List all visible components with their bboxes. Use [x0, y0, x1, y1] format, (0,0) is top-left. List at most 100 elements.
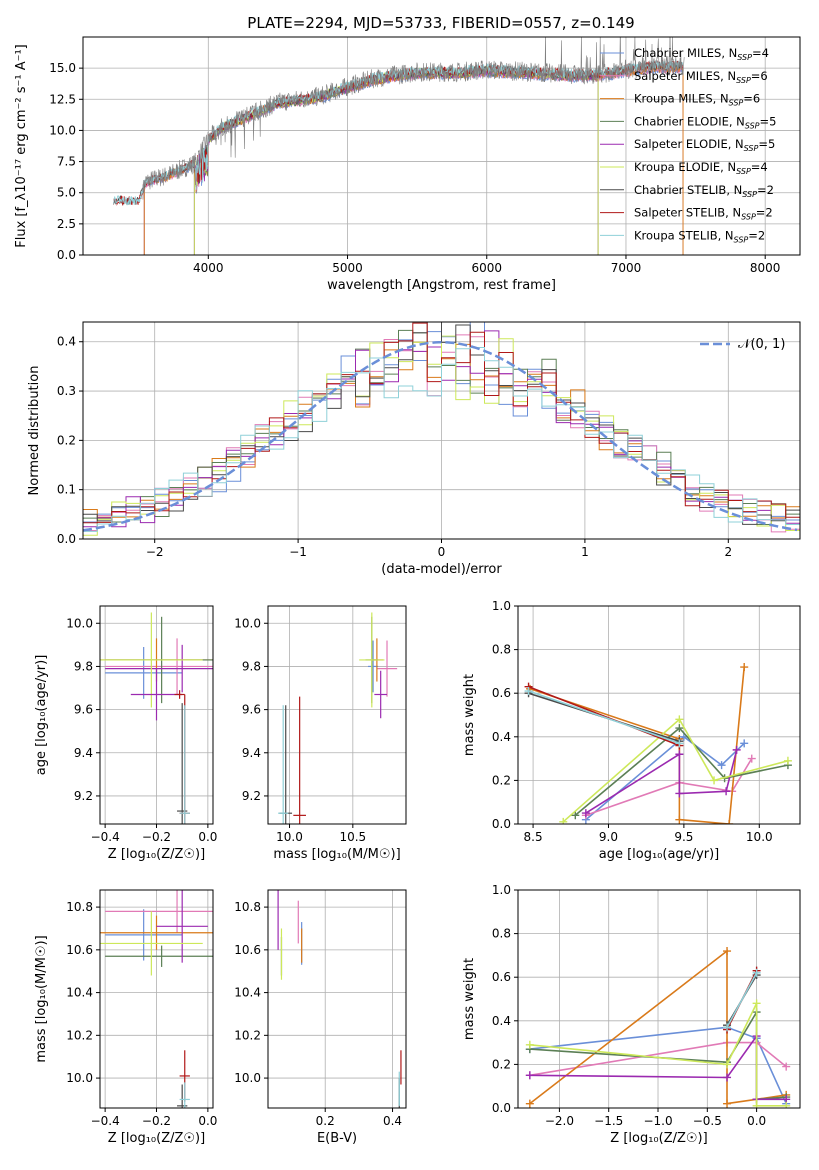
x-tick-label: −1	[289, 545, 307, 559]
y-tick-label: 0.6	[492, 970, 511, 984]
plot-area	[525, 947, 791, 1108]
y-axis-label: Flux [f_λ10⁻¹⁷ erg cm⁻² s⁻¹ A⁻¹]	[14, 44, 29, 248]
y-tick-label: 10.2	[66, 1028, 93, 1042]
y-tick-label: 10.0	[66, 616, 93, 630]
y-tick-label: 1.0	[492, 883, 511, 897]
y-tick-label: 10.8	[234, 900, 261, 914]
x-tick-label: 1	[581, 545, 589, 559]
legend-entry: Kroupa MILES, NSSP=6	[634, 92, 760, 108]
y-tick-label: 9.8	[74, 659, 93, 673]
axes-frame	[99, 605, 214, 825]
axes-frame	[517, 889, 801, 1109]
weight-point-marker	[723, 1073, 732, 1082]
x-tick-label: 0.0	[198, 830, 217, 844]
y-tick-label: 15.0	[49, 61, 76, 75]
weight-line	[726, 972, 758, 1028]
y-tick-label: 2.5	[57, 217, 76, 231]
y-axis-label: age [log₁₀(age/yr)]	[34, 655, 49, 776]
spectrum-panel: 4000 5000 6000 7000 8000 0.0 2.5 5.0 7.5 10.0 12.5…	[14, 36, 801, 293]
y-tick-label: 0.0	[57, 248, 76, 262]
y-tick-label: 0.0	[492, 817, 511, 831]
plot-area	[100, 612, 213, 824]
axes-frame	[517, 605, 801, 825]
x-tick-label: 8000	[750, 261, 781, 275]
x-tick-label: 7000	[611, 261, 642, 275]
x-tick-label: 6000	[471, 261, 502, 275]
legend-entry: Chabrier STELIB, NSSP=2	[634, 183, 774, 199]
y-tick-label: 0.8	[492, 643, 511, 657]
y-tick-label: 9.2	[242, 789, 261, 803]
x-tick-label: 10.5	[339, 830, 366, 844]
weight-point-marker	[723, 1060, 732, 1069]
x-tick-label: 8.5	[524, 830, 543, 844]
legend-entry: Salpeter ELODIE, NSSP=5	[634, 137, 775, 153]
y-tick-label: 9.4	[74, 746, 93, 760]
weight-point-marker	[524, 687, 533, 696]
weight-point-marker	[783, 756, 792, 765]
x-tick-label: −2	[146, 545, 164, 559]
y-tick-label: 5.0	[57, 186, 76, 200]
legend: Chabrier MILES, NSSP=4 Salpeter MILES, NS…	[600, 46, 776, 244]
weight-line	[528, 685, 680, 747]
weight-point-marker	[722, 787, 731, 796]
y-tick-label: 0.1	[57, 483, 76, 497]
x-tick-label: 0.4	[383, 1114, 402, 1128]
weight-point-marker	[723, 1099, 732, 1108]
x-tick-label: 9.5	[674, 830, 693, 844]
y-tick-label: 9.6	[242, 703, 261, 717]
weight-point-marker	[740, 739, 749, 748]
x-axis-label: age [log₁₀(age/yr)]	[599, 847, 720, 862]
x-axis-label: (data-model)/error	[381, 562, 502, 577]
y-tick-label: 7.5	[57, 155, 76, 169]
x-tick-label: −0.4	[91, 1114, 120, 1128]
weight-point-marker	[723, 947, 732, 956]
y-tick-label: 0.3	[57, 384, 76, 398]
x-tick-label: 0.2	[316, 1114, 335, 1128]
y-tick-label: 10.2	[234, 1028, 261, 1042]
y-tick-label: 1.0	[492, 599, 511, 613]
weight-point-marker	[571, 811, 580, 820]
axes-frame	[267, 605, 407, 825]
y-tick-label: 10.0	[234, 616, 261, 630]
y-tick-label: 0.6	[492, 686, 511, 700]
x-tick-label: −1.5	[594, 1114, 623, 1128]
y-tick-label: 0.2	[492, 773, 511, 787]
y-tick-label: 0.4	[57, 335, 76, 349]
y-tick-label: 0.4	[492, 1014, 511, 1028]
residual-histogram	[83, 347, 800, 532]
legend-entry: Chabrier MILES, NSSP=4	[634, 46, 769, 62]
y-tick-label: 0.4	[492, 730, 511, 744]
x-tick-label: 2	[724, 545, 732, 559]
mass-vs-extinction-panel: 0.2 0.4 10.0 10.2 10.4 10.6 10.8 E(B-V)	[234, 889, 407, 1146]
weight-point-marker	[525, 1071, 534, 1080]
y-tick-label: 10.0	[66, 1071, 93, 1085]
weight-point-marker	[525, 1040, 534, 1049]
weight-point-marker	[752, 999, 761, 1008]
model-spectrum-line	[194, 67, 599, 187]
y-tick-label: 12.5	[49, 92, 76, 106]
x-tick-label: 10.0	[276, 830, 303, 844]
y-tick-label: 10.8	[66, 900, 93, 914]
age-vs-metallicity-panel: −0.4 −0.2 0.0 9.2 9.4 9.6 9.8 10.0 Z [log₁₀(Z/Z☉…	[34, 605, 217, 862]
y-tick-label: 0.2	[57, 433, 76, 447]
weight-line	[528, 690, 680, 745]
y-tick-label: 10.4	[234, 986, 261, 1000]
weight-point-marker	[752, 1101, 761, 1108]
weight-point-marker	[732, 745, 741, 754]
y-tick-label: 10.6	[234, 943, 261, 957]
legend-entry: Kroupa STELIB, NSSP=2	[634, 228, 765, 244]
y-tick-label: 9.2	[74, 789, 93, 803]
age-vs-mass-panel: 10.0 10.5 9.2 9.4 9.6 9.8 10.0 mass [log₁₀(M/M☉…	[234, 605, 407, 862]
mass-weight-vs-metallicity-panel: −2.0 −1.5 −1.0 −0.5 0.0 0.0 0.2 0.4 0.6 0.8 1.0 Z […	[462, 883, 801, 1146]
plot-area	[278, 612, 398, 824]
y-tick-label: 0.0	[57, 532, 76, 546]
weight-point-marker	[559, 817, 568, 824]
x-tick-label: −0.2	[142, 830, 171, 844]
axes-frame	[82, 321, 801, 540]
plot-area	[113, 37, 685, 255]
legend-entry: Chabrier ELODIE, NSSP=5	[634, 114, 776, 130]
y-axis-label: mass [log₁₀(M/M☉)]	[34, 935, 49, 1062]
legend-entry: Salpeter MILES, NSSP=6	[634, 69, 768, 85]
y-tick-label: 0.2	[492, 1057, 511, 1071]
